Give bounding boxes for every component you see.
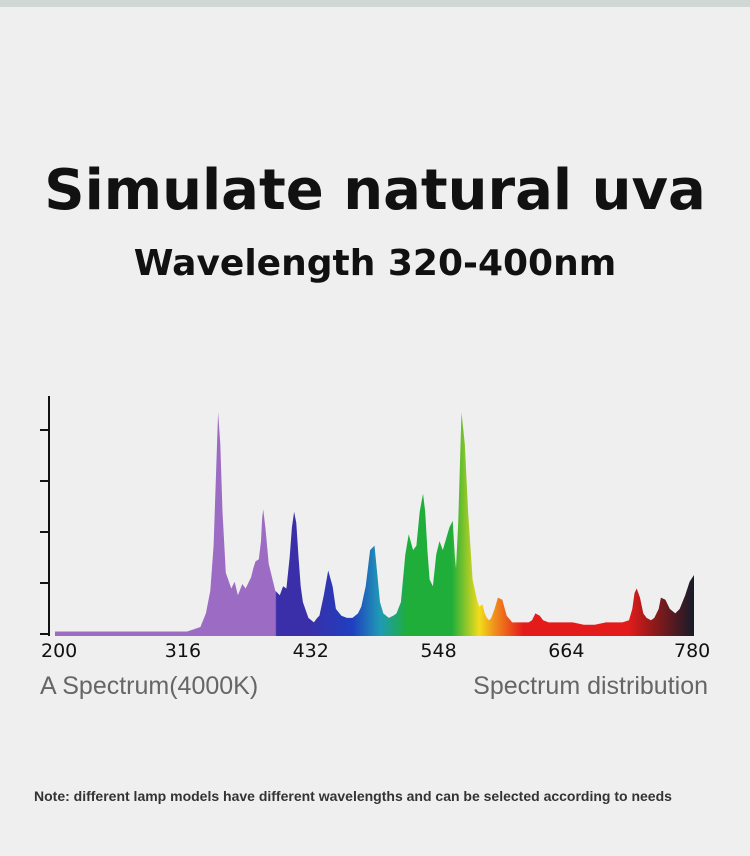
spectrum-chart: 200 316 432 548 664 780: [40, 396, 710, 662]
footnote: Note: different lamp models have differe…: [34, 788, 672, 804]
x-tick-label: 548: [420, 640, 456, 662]
x-tick-label: 432: [293, 640, 329, 662]
top-border-strip: [0, 0, 750, 7]
x-tick-label: 664: [548, 640, 584, 662]
x-tick-label: 200: [41, 640, 77, 662]
y-axis-ticks: [40, 429, 49, 635]
distribution-caption: Spectrum distribution: [473, 672, 708, 700]
page-title: Simulate natural uva: [44, 158, 706, 223]
x-tick-label: 780: [674, 640, 710, 662]
x-tick-label: 316: [165, 640, 201, 662]
spectrum-area: [55, 412, 694, 636]
x-axis-ticks: 200 316 432 548 664 780: [41, 640, 710, 662]
spectrum-caption: A Spectrum(4000K): [40, 672, 259, 700]
page-subtitle: Wavelength 320-400nm: [133, 243, 617, 284]
